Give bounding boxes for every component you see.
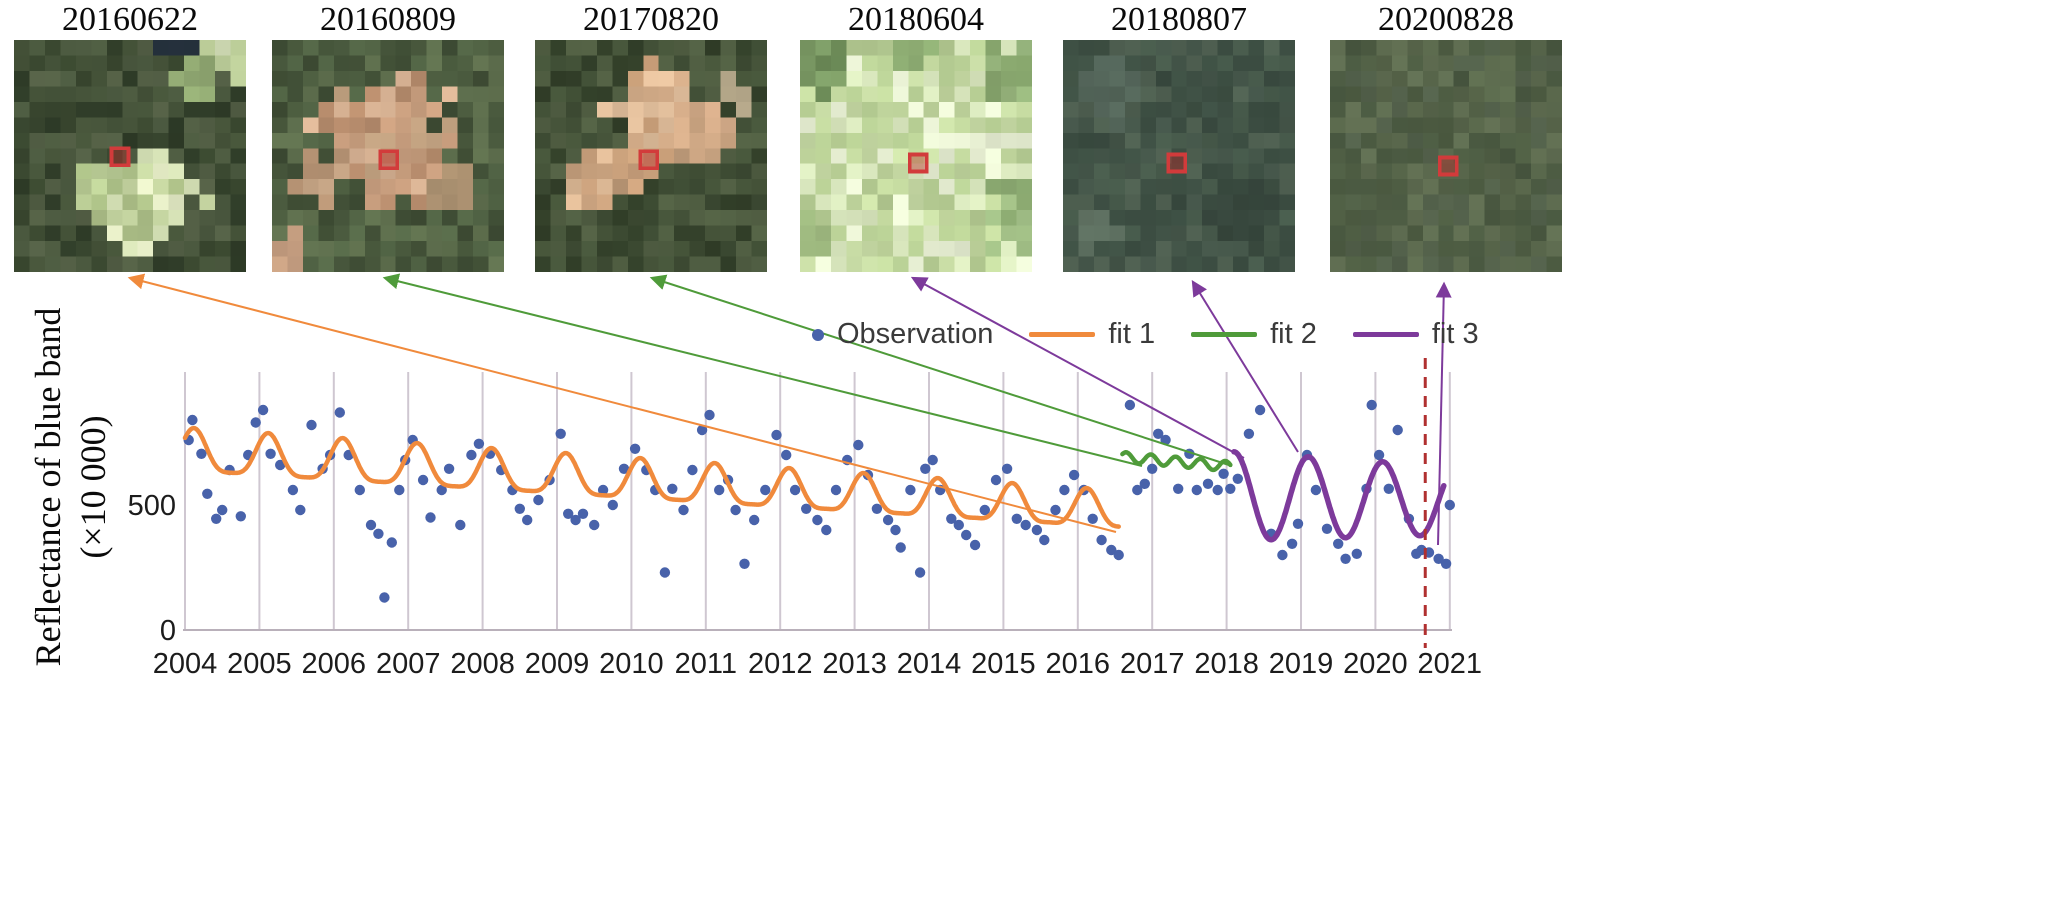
svg-text:2018: 2018 [1194, 648, 1259, 680]
fit3-line-icon [1352, 332, 1419, 337]
chip-date-label: 20180807 [1111, 1, 1247, 38]
satellite-image [14, 40, 246, 272]
svg-text:2015: 2015 [971, 648, 1036, 680]
observation-marker-icon [812, 328, 824, 341]
svg-text:2005: 2005 [227, 648, 292, 680]
chip-date-label: 20160809 [320, 1, 456, 38]
svg-text:2006: 2006 [302, 648, 367, 680]
svg-text:2010: 2010 [599, 648, 664, 680]
svg-text:2021: 2021 [1418, 648, 1483, 680]
y-axis-title-line2: (×10 000) [73, 415, 113, 559]
y-axis-title-line1: Reflectance of blue band [28, 307, 68, 667]
legend-fit1: fit 1 [1029, 318, 1155, 351]
legend-fit1-label: fit 1 [1108, 318, 1156, 350]
svg-text:2020: 2020 [1343, 648, 1408, 680]
svg-text:2017: 2017 [1120, 648, 1185, 680]
legend-fit2-label: fit 2 [1270, 318, 1317, 350]
svg-text:2019: 2019 [1269, 648, 1334, 680]
chip-date-label: 20200828 [1378, 1, 1514, 38]
svg-text:2013: 2013 [822, 648, 887, 680]
satellite-chip-2: 20160809 [272, 2, 504, 272]
svg-text:2016: 2016 [1046, 648, 1111, 680]
svg-text:0: 0 [160, 615, 176, 647]
fit2-line-icon [1191, 332, 1258, 337]
chip-date-label: 20170820 [583, 1, 719, 38]
legend-fit3: fit 3 [1352, 318, 1479, 351]
satellite-image [535, 40, 767, 272]
svg-text:500: 500 [128, 490, 176, 522]
satellite-chip-5: 20180807 [1063, 2, 1295, 272]
satellite-chip-1: 20160622 [14, 2, 246, 272]
chip-date-label: 20160622 [62, 1, 198, 38]
satellite-image [800, 40, 1032, 272]
legend-observation: Observation [812, 318, 993, 351]
observation-points [183, 399, 1456, 603]
fit-curves [182, 425, 1447, 543]
svg-text:2009: 2009 [525, 648, 590, 680]
svg-text:2004: 2004 [153, 648, 218, 680]
chip-date-label: 20180604 [848, 1, 984, 38]
satellite-image [272, 40, 504, 272]
x-axis-labels: 2004 2005 2006 2007 2008 2009 2010 2011 2012 2013… [153, 648, 1482, 680]
satellite-chip-6: 20200828 [1330, 2, 1562, 272]
y-axis-labels: 0 500 [128, 490, 176, 647]
satellite-image [1063, 40, 1295, 272]
svg-text:2014: 2014 [897, 648, 962, 680]
satellite-chip-4: 20180604 [800, 2, 1032, 272]
annotation-arrows [127, 273, 1452, 546]
chart-legend: Observation fit 1 fit 2 fit 3 [812, 318, 1479, 351]
svg-text:2008: 2008 [450, 648, 515, 680]
y-axis-title: Reflectance of blue band (×10 000) [26, 227, 118, 747]
legend-fit2: fit 2 [1191, 318, 1317, 351]
legend-observation-label: Observation [837, 318, 994, 350]
svg-text:2007: 2007 [376, 648, 441, 680]
fit1-line-icon [1029, 332, 1096, 337]
svg-text:2011: 2011 [675, 648, 737, 680]
legend-fit3-label: fit 3 [1431, 318, 1479, 350]
svg-text:2012: 2012 [748, 648, 813, 680]
satellite-image [1330, 40, 1562, 272]
satellite-chip-3: 20170820 [535, 2, 767, 272]
